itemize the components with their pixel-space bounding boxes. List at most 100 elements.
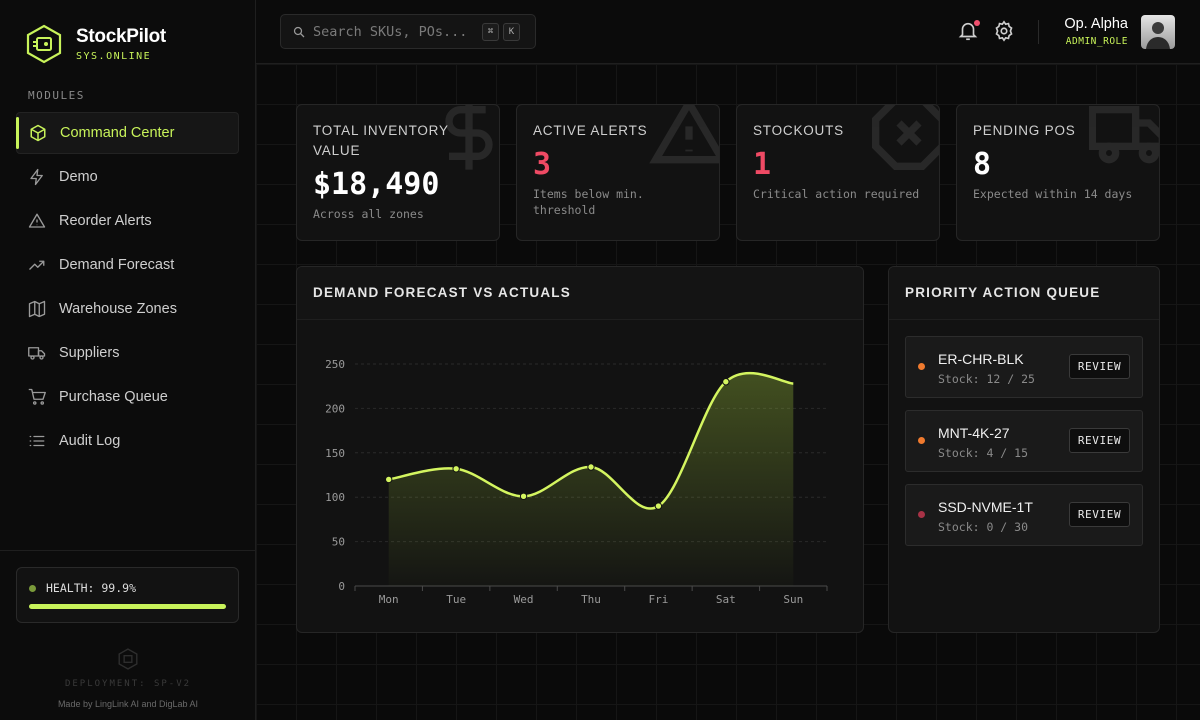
kpi-card-stockouts[interactable]: STOCKOUTS 1 Critical action required — [736, 104, 940, 241]
health-widget: HEALTH: 99.9% — [16, 567, 239, 623]
data-point — [385, 475, 393, 484]
queue-item-stock: Stock: 4 / 15 — [938, 446, 1029, 460]
sidebar-item-demand-forecast[interactable]: Demand Forecast — [16, 244, 239, 286]
gear-icon — [995, 20, 1013, 42]
sidebar: StockPilot SYS.ONLINE MODULES Command Ce… — [0, 0, 256, 720]
queue-item[interactable]: MNT-4K-27 Stock: 4 / 15 REVIEW — [905, 410, 1143, 472]
user-name: Op. Alpha — [1064, 16, 1128, 32]
x-tick-label: Sat — [716, 593, 736, 606]
queue-item-sku: ER-CHR-BLK — [938, 351, 1024, 367]
sidebar-divider — [0, 550, 256, 551]
notification-dot — [974, 20, 980, 26]
sidebar-item-label: Command Center — [60, 125, 175, 141]
settings-button[interactable] — [993, 20, 1015, 42]
made-by-credit: Made by LingLink AI and DigLab AI — [57, 699, 199, 709]
stockpilot-logo-icon — [26, 24, 62, 64]
sidebar-nav: Command Center Demo Reorder Alerts Deman… — [16, 112, 239, 464]
bolt-icon — [28, 168, 46, 186]
health-bar — [29, 604, 226, 609]
kpi-label: TOTAL INVENTORY VALUE — [313, 123, 449, 158]
list-icon — [28, 432, 46, 450]
brand[interactable]: StockPilot SYS.ONLINE — [26, 24, 166, 64]
kpi-label: ACTIVE ALERTS — [533, 123, 648, 138]
kpi-card-pending-pos[interactable]: PENDING POS 8 Expected within 14 days — [956, 104, 1160, 241]
panel-header: DEMAND FORECAST VS ACTUALS — [297, 267, 863, 320]
y-tick-label: 150 — [325, 447, 345, 460]
sidebar-item-warehouse-zones[interactable]: Warehouse Zones — [16, 288, 239, 330]
data-point — [519, 492, 528, 501]
map-icon — [28, 300, 46, 318]
deployment-logo-icon — [118, 648, 138, 670]
modules-label: MODULES — [28, 89, 85, 102]
health-label: HEALTH: 99.9% — [46, 581, 137, 595]
queue-item[interactable]: ER-CHR-BLK Stock: 12 / 25 REVIEW — [905, 336, 1143, 398]
notifications-button[interactable] — [957, 20, 980, 42]
kpi-value: 3 — [533, 147, 552, 182]
search-box[interactable]: ⌘ K — [280, 14, 536, 49]
review-button[interactable]: REVIEW — [1069, 502, 1130, 527]
cart-icon — [28, 388, 46, 406]
sidebar-item-audit-log[interactable]: Audit Log — [16, 420, 239, 462]
sidebar-item-label: Reorder Alerts — [59, 213, 152, 229]
kpi-label: PENDING POS — [973, 123, 1076, 138]
bell-icon — [958, 22, 978, 41]
search-input[interactable] — [313, 23, 478, 40]
truck-icon — [28, 344, 46, 362]
status-dot — [918, 437, 925, 444]
user-avatar-icon — [1146, 22, 1170, 49]
sidebar-item-suppliers[interactable]: Suppliers — [16, 332, 239, 374]
sidebar-item-demo[interactable]: Demo — [16, 156, 239, 198]
queue-item-stock: Stock: 0 / 30 — [938, 520, 1029, 534]
sidebar-item-label: Demand Forecast — [59, 257, 175, 273]
avatar[interactable] — [1141, 15, 1175, 49]
kpi-card-active-alerts[interactable]: ACTIVE ALERTS 3 Items below min. thresho… — [516, 104, 720, 241]
kpi-value: $18,490 — [313, 167, 440, 202]
user-role: ADMIN_ROLE — [1065, 36, 1128, 47]
system-status: SYS.ONLINE — [76, 51, 152, 62]
kpi-card-inventory-value[interactable]: TOTAL INVENTORY VALUE $18,490 Across all… — [296, 104, 500, 241]
demand-forecast-panel: DEMAND FORECAST VS ACTUALS 0 50 100 150 200 2… — [296, 266, 864, 633]
health-status-dot — [29, 584, 36, 592]
x-tick-label: Tue — [446, 593, 466, 606]
deployment-info: DEPLOYMENT: SP-V2 Made by LingLink AI an… — [0, 648, 256, 709]
topbar-divider — [1038, 20, 1039, 44]
sidebar-item-command-center[interactable]: Command Center — [16, 112, 239, 154]
x-tick-label: Mon — [379, 593, 399, 606]
sidebar-item-label: Demo — [59, 169, 98, 185]
warning-icon — [28, 212, 46, 230]
kpi-label: STOCKOUTS — [753, 123, 844, 138]
sidebar-item-label: Suppliers — [59, 345, 120, 361]
status-dot — [918, 363, 925, 370]
kpi-value: 1 — [753, 147, 772, 182]
brand-name: StockPilot — [76, 26, 166, 47]
top-bar: ⌘ K Op. Alpha ADMIN_ROLE — [256, 0, 1200, 64]
status-dot — [918, 511, 925, 518]
main-content: TOTAL INVENTORY VALUE $18,490 Across all… — [256, 64, 1200, 720]
truck-icon — [1089, 106, 1159, 164]
queue-item-stock: Stock: 12 / 25 — [938, 372, 1035, 386]
kpi-subtext: Expected within 14 days — [973, 187, 1133, 201]
series-area — [388, 373, 794, 586]
sidebar-item-reorder-alerts[interactable]: Reorder Alerts — [16, 200, 239, 242]
demand-forecast-chart: 0 50 100 150 200 250 Mon Tue Wed Thu Fri Sat Sun — [325, 358, 828, 606]
warning-icon — [649, 105, 719, 164]
data-point — [722, 378, 730, 386]
sidebar-item-purchase-queue[interactable]: Purchase Queue — [16, 376, 239, 418]
queue-item[interactable]: SSD-NVME-1T Stock: 0 / 30 REVIEW — [905, 484, 1143, 546]
y-tick-label: 100 — [325, 491, 345, 504]
data-point — [654, 502, 663, 510]
kpi-subtext: Critical action required — [753, 187, 920, 201]
y-tick-label: 250 — [325, 358, 345, 371]
x-tick-label: Thu — [581, 593, 601, 606]
kbd-k-key: K — [503, 22, 520, 41]
kpi-subtext: Across all zones — [313, 207, 424, 221]
sidebar-item-label: Audit Log — [59, 433, 121, 449]
deployment-version: DEPLOYMENT: SP-V2 — [64, 679, 192, 689]
user-info[interactable]: Op. Alpha ADMIN_ROLE — [1064, 16, 1128, 47]
search-icon — [293, 26, 305, 37]
review-button[interactable]: REVIEW — [1069, 354, 1130, 379]
data-point — [452, 465, 460, 473]
kpi-value: 8 — [973, 147, 992, 182]
review-button[interactable]: REVIEW — [1069, 428, 1130, 453]
kbd-command-key: ⌘ — [482, 22, 499, 41]
